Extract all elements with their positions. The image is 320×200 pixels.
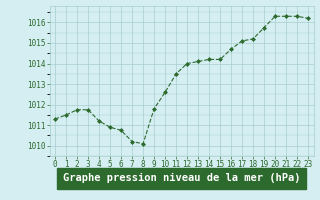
X-axis label: Graphe pression niveau de la mer (hPa): Graphe pression niveau de la mer (hPa) [63, 173, 300, 183]
